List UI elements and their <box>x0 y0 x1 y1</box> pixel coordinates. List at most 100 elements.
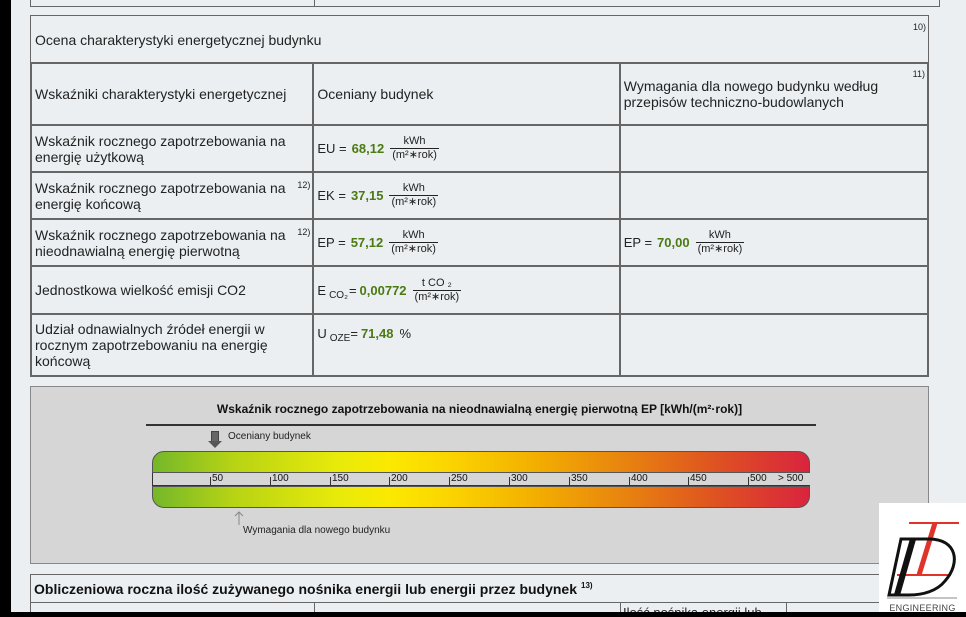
table-row: Wskaźnik rocznego zapotrzebowania na nie… <box>29 218 930 267</box>
previous-section-remnant <box>30 0 940 7</box>
indicator-label-cell: Udział odnawialnych źródeł energii w roc… <box>29 313 315 377</box>
axis-tick <box>449 477 450 485</box>
ep-formula: EP = 57,12 kWh (m²∗rok) <box>317 229 438 256</box>
eu-value: 68,12 <box>351 141 385 156</box>
footnote-ref: 12) <box>297 180 311 190</box>
unit-denominator: (m²∗rok) <box>392 149 437 161</box>
column-divider <box>786 603 787 612</box>
percent-unit: % <box>399 326 412 341</box>
symbol: EU = <box>317 141 347 156</box>
requirement-label: Wymagania dla nowego budynku <box>243 525 391 536</box>
oze-formula: U OZE = 71,48 % <box>317 326 412 344</box>
header-requirements: Wymagania dla nowego budynku według prze… <box>618 62 930 126</box>
evaluated-value-cell: EK = 37,15 kWh (m²∗rok) <box>312 171 621 220</box>
energy-carrier-section: Obliczeniowa roczna ilość zużywanego noś… <box>30 574 929 612</box>
axis-tick <box>270 477 271 485</box>
column-header: Ilość nośnika energii lub <box>623 605 762 612</box>
evaluated-building-label: Oceniany budynek <box>228 431 311 442</box>
evaluated-value-cell: U OZE = 71,48 % <box>312 313 621 377</box>
color-scale-bar-bottom <box>152 486 810 508</box>
indicator-label: Jednostkowa wielkość emisji CO2 <box>35 282 246 298</box>
energy-carrier-header-row: Ilość nośnika energii lub <box>31 602 928 612</box>
requirement-arrow-icon <box>234 511 244 525</box>
header-label: Oceniany budynek <box>317 86 434 102</box>
axis-tick <box>569 477 570 485</box>
certificate-page: Ocena charakterystyki energetycznej budy… <box>11 0 966 612</box>
table-row: Wskaźnik rocznego zapotrzebowania na ene… <box>29 124 930 173</box>
indicator-label-cell: Jednostkowa wielkość emisji CO2 <box>29 265 315 315</box>
header-label: Wymagania dla nowego budynku według prze… <box>623 78 879 110</box>
header-label: Wskaźniki charakterystyki energetycznej <box>35 86 287 102</box>
unit-denominator: (m²∗rok) <box>414 290 460 303</box>
footnote-ref: 10) <box>912 22 926 32</box>
scale-title: Wskaźnik rocznego zapotrzebowania na nie… <box>216 402 743 416</box>
evaluated-value-cell: EP = 57,12 kWh (m²∗rok) <box>312 218 621 267</box>
unit-denominator: (m²∗rok) <box>391 243 436 255</box>
ep-requirement-formula: EP = 70,00 kWh (m²∗rok) <box>624 229 745 256</box>
section-title: Ocena charakterystyki energetycznej budy… <box>35 32 322 48</box>
column-divider <box>314 603 315 612</box>
screen-edge <box>0 612 966 617</box>
symbol: EP = <box>317 235 346 250</box>
symbol: EK = <box>317 188 346 203</box>
equals-sign: = <box>350 326 358 341</box>
unit-numerator: kWh <box>695 229 745 243</box>
scale-axis: 50 100 150 200 250 300 350 400 450 500 >… <box>152 473 810 486</box>
table-row: Udział odnawialnych źródeł energii w roc… <box>29 313 930 377</box>
symbol: EP = <box>623 235 653 250</box>
equals-sign: = <box>348 282 357 298</box>
tick-label: 350 <box>571 473 588 484</box>
tick-label: 400 <box>631 473 648 484</box>
indicator-label-cell: Wskaźnik rocznego zapotrzebowania na ene… <box>29 171 315 220</box>
table-header-row: Wskaźniki charakterystyki energetycznej … <box>29 62 930 126</box>
axis-tick <box>509 477 510 485</box>
unit-fraction: kWh (m²∗rok) <box>389 229 438 256</box>
indicator-label: Wskaźnik rocznego zapotrzebowania na ene… <box>35 132 286 165</box>
requirement-cell: EP = 70,00 kWh (m²∗rok) <box>618 218 930 267</box>
tick-label: 450 <box>690 473 707 484</box>
symbol: U <box>317 326 327 341</box>
oze-value: 71,48 <box>360 326 394 341</box>
unit-denominator: (m²∗rok) <box>391 196 437 208</box>
unit-fraction: kWh (m²∗rok) <box>695 229 745 256</box>
unit-fraction: kWh (m²∗rok) <box>390 135 439 162</box>
axis-tick <box>389 477 390 485</box>
symbol-subscript: CO₂ <box>329 289 348 301</box>
divider <box>146 424 816 426</box>
indicator-label-cell: Wskaźnik rocznego zapotrzebowania na nie… <box>29 218 315 267</box>
requirement-cell <box>618 171 930 220</box>
footnote-ref: 12) <box>297 227 311 237</box>
section-header: Ocena charakterystyki energetycznej budy… <box>30 15 929 63</box>
column-divider <box>620 603 621 612</box>
ek-value: 37,15 <box>350 188 384 203</box>
ep-scale-chart: Wskaźnik rocznego zapotrzebowania na nie… <box>30 386 929 564</box>
ep-requirement-value: 70,00 <box>657 235 690 250</box>
axis-tick <box>629 477 630 485</box>
requirement-cell <box>618 313 930 377</box>
logo-caption: ENGINEERING <box>889 603 956 613</box>
tick-label: 300 <box>511 473 528 484</box>
symbol-subscript: OZE <box>329 333 351 344</box>
tick-label: 200 <box>391 473 408 484</box>
co2-value: 0,00772 <box>359 282 407 298</box>
evaluated-value-cell: EU = 68,12 kWh (m²∗rok) <box>312 124 621 173</box>
footnote-ref: 11) <box>912 69 925 79</box>
tick-label: > 500 <box>778 473 804 484</box>
ek-formula: EK = 37,15 kWh (m²∗rok) <box>317 182 439 209</box>
eu-formula: EU = 68,12 kWh (m²∗rok) <box>317 135 439 162</box>
unit-numerator: kWh <box>389 182 439 196</box>
axis-tick <box>748 477 749 485</box>
unit-fraction: kWh (m²∗rok) <box>389 182 439 209</box>
tick-label: 250 <box>451 473 468 484</box>
indicator-label-cell: Wskaźnik rocznego zapotrzebowania na ene… <box>29 124 315 173</box>
requirement-cell <box>618 124 930 173</box>
indicator-label: Wskaźnik rocznego zapotrzebowania na ene… <box>35 179 286 212</box>
unit-numerator: t CO ₂ <box>412 277 462 291</box>
axis-tick <box>152 473 153 485</box>
table-row: Jednostkowa wielkość emisji CO2 E CO₂ = … <box>29 265 930 315</box>
unit-numerator: kWh <box>390 135 439 149</box>
indicator-label: Udział odnawialnych źródeł energii w roc… <box>35 321 268 369</box>
axis-tick <box>688 477 689 485</box>
tick-label: 500 <box>750 473 767 484</box>
title-text: Obliczeniowa roczna ilość zużywanego noś… <box>34 581 578 597</box>
